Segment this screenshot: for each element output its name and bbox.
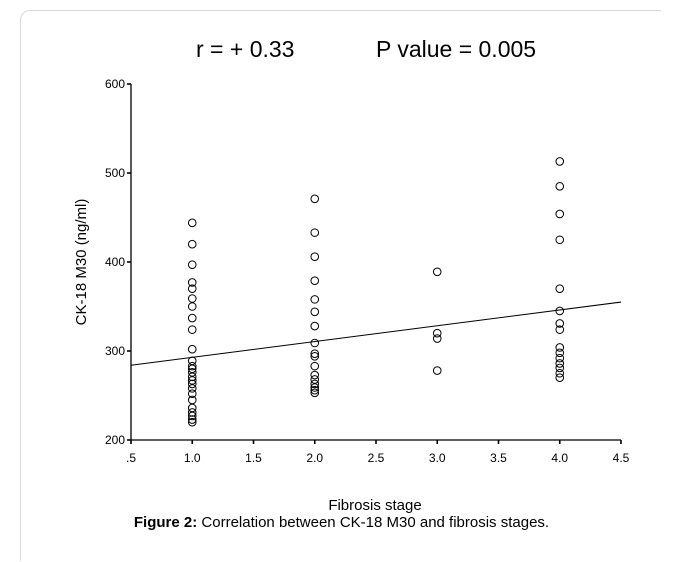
caption-text: Correlation between CK-18 M30 and fibros… xyxy=(201,514,550,531)
data-point xyxy=(310,194,320,204)
y-axis-title: CK-18 M30 (ng/ml) xyxy=(73,199,90,326)
stats-header: r = + 0.33 P value = 0.005 xyxy=(0,36,683,76)
data-point xyxy=(310,276,320,285)
y-tick-label: 300 xyxy=(105,344,125,358)
x-tick-label: 3.0 xyxy=(429,451,446,465)
data-point xyxy=(310,361,320,371)
regression-line xyxy=(130,301,622,366)
axes-layer: .5 1.0 1.5 2.0 2.5 3.0 3.5 4.0 4.5 200 300 400 500 60… xyxy=(105,77,630,465)
data-point xyxy=(187,384,197,393)
y-tick-label: 400 xyxy=(105,255,125,269)
data-point xyxy=(187,260,197,269)
data-point xyxy=(555,363,565,373)
data-point xyxy=(432,334,442,343)
p-value: P value = 0.005 xyxy=(376,36,537,62)
data-point xyxy=(555,348,565,358)
caption-label: Figure 2: xyxy=(133,514,198,531)
data-point xyxy=(187,344,197,354)
data-point xyxy=(187,379,197,389)
data-point xyxy=(187,325,197,334)
y-tick-label: 600 xyxy=(105,77,125,91)
x-tick-label: 1.5 xyxy=(245,451,262,465)
data-point xyxy=(432,328,442,338)
data-point xyxy=(555,368,565,378)
data-point xyxy=(555,325,565,334)
data-point xyxy=(310,375,320,384)
data-point xyxy=(187,389,197,399)
data-point xyxy=(310,338,320,348)
data-point xyxy=(187,313,197,323)
data-point xyxy=(187,278,197,287)
data-point xyxy=(555,284,565,294)
data-point xyxy=(555,319,565,328)
y-tick-label: 200 xyxy=(105,433,125,447)
x-tick-label: 4.0 xyxy=(551,451,568,465)
x-tick-label: 4.5 xyxy=(613,451,630,465)
data-point xyxy=(187,218,197,228)
data-point xyxy=(310,252,320,261)
data-point xyxy=(187,284,197,294)
data-point xyxy=(187,239,197,249)
data-point xyxy=(310,379,320,389)
data-point xyxy=(187,417,197,427)
data-point xyxy=(187,361,197,371)
fit-layer xyxy=(130,301,622,366)
data-point xyxy=(555,209,565,219)
x-tick-label: 3.5 xyxy=(490,451,507,465)
data-point xyxy=(432,267,442,277)
data-point xyxy=(310,321,320,331)
data-point xyxy=(187,403,197,413)
x-tick-label: 2.0 xyxy=(306,451,323,465)
data-point xyxy=(187,411,197,421)
data-point xyxy=(310,307,320,317)
data-point xyxy=(310,352,320,361)
data-point xyxy=(555,353,565,363)
data-point xyxy=(187,302,197,311)
data-point xyxy=(555,182,565,191)
figure-frame xyxy=(20,10,661,561)
data-point xyxy=(187,294,197,303)
correlation-coefficient: r = + 0.33 xyxy=(196,36,295,62)
data-point xyxy=(555,359,565,368)
data-point xyxy=(432,366,442,375)
data-point xyxy=(310,228,320,237)
x-tick-label: 1.0 xyxy=(184,451,201,465)
data-point xyxy=(310,295,320,304)
x-axis-title: Fibrosis stage xyxy=(328,497,421,514)
figure-caption: Figure 2: Correlation between CK-18 M30 … xyxy=(0,514,683,531)
x-tick-label: 2.5 xyxy=(368,451,385,465)
points-layer xyxy=(187,157,565,427)
data-point xyxy=(310,383,320,392)
data-point xyxy=(555,373,565,383)
data-point xyxy=(310,370,320,380)
data-point xyxy=(555,235,565,245)
data-point xyxy=(555,343,565,352)
data-point xyxy=(187,415,197,424)
y-tick-label: 500 xyxy=(105,166,125,180)
scatter-plot: .5 1.0 1.5 2.0 2.5 3.0 3.5 4.0 4.5 200 300 400 500 60… xyxy=(73,77,630,514)
data-point xyxy=(555,306,565,316)
data-point xyxy=(310,349,320,358)
data-point xyxy=(310,385,320,395)
data-point xyxy=(310,388,320,398)
data-point xyxy=(555,157,565,166)
x-tick-label: .5 xyxy=(126,451,136,465)
